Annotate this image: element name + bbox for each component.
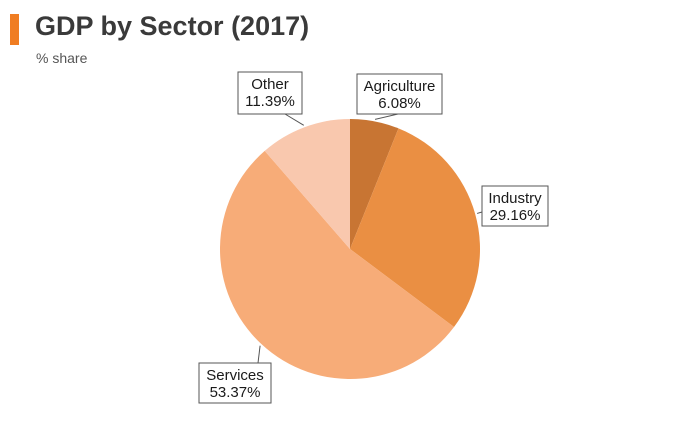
data-label-value-agriculture: 6.08% [378, 95, 421, 112]
callout-box-other [237, 71, 303, 115]
data-label-name-industry: Industry [488, 190, 542, 207]
data-label-name-other: Other [251, 76, 289, 93]
data-label-value-other: 11.39% [245, 93, 295, 110]
leader-line-agriculture [374, 113, 399, 120]
pie-slice-agriculture [350, 119, 399, 249]
pie-slice-services [219, 150, 455, 379]
chart-subtitle: % share [36, 50, 88, 66]
data-label-value-industry: 29.16% [490, 207, 541, 224]
pie-slice-industry [350, 128, 480, 327]
leader-line-other [284, 113, 305, 126]
data-label-value-services: 53.37% [210, 384, 261, 401]
callout-box-services [198, 362, 272, 404]
data-label-name-agriculture: Agriculture [364, 78, 436, 95]
chart-title: GDP by Sector (2017) [35, 11, 310, 41]
title-accent-bar [10, 14, 19, 45]
data-label-name-services: Services [206, 367, 264, 384]
callout-box-agriculture [356, 73, 443, 115]
leader-line-industry [476, 211, 483, 214]
leader-line-services [257, 345, 261, 364]
callout-box-industry [481, 185, 549, 227]
pie-slice-other [264, 119, 350, 249]
